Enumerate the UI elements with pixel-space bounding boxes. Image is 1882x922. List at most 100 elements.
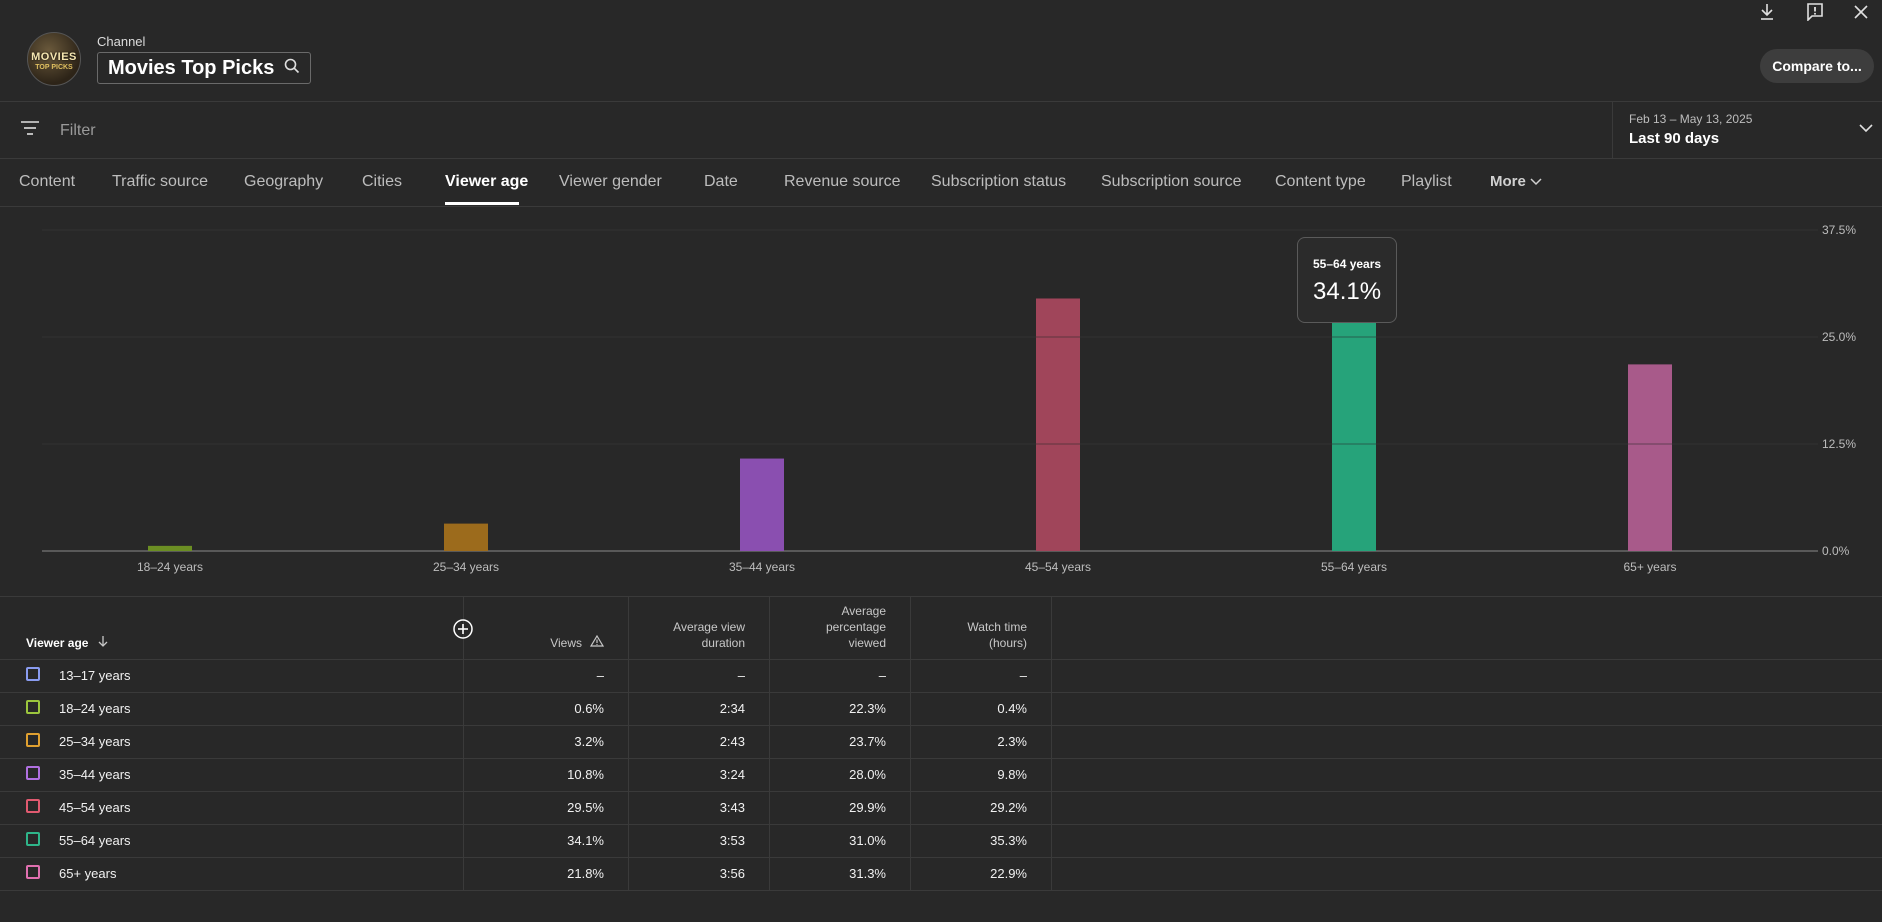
- tab-subscription-status[interactable]: Subscription status: [931, 173, 1067, 190]
- cell-views: –: [596, 668, 604, 683]
- active-tab-indicator: [445, 202, 519, 205]
- date-range-picker[interactable]: Feb 13 – May 13, 2025 Last 90 days: [1612, 102, 1882, 158]
- cell-pct: 23.7%: [849, 734, 886, 749]
- tab-content[interactable]: Content: [19, 173, 76, 190]
- row-checkbox[interactable]: [26, 733, 40, 747]
- header-line: viewed: [848, 636, 886, 650]
- cell-watch: 9.8%: [997, 767, 1027, 782]
- download-icon[interactable]: [1752, 0, 1782, 27]
- table-row[interactable]: 25–34 years 3.2% 2:43 23.7% 2.3%: [0, 725, 1882, 758]
- header-line: percentage: [825, 620, 886, 634]
- cell-pct: 28.0%: [849, 767, 886, 782]
- row-label: 25–34 years: [59, 734, 131, 749]
- column-header-avg-view-duration[interactable]: Average view duration: [628, 597, 769, 659]
- table-row[interactable]: 35–44 years 10.8% 3:24 28.0% 9.8%: [0, 758, 1882, 791]
- cell-views: 34.1%: [567, 833, 604, 848]
- column-divider: [628, 597, 629, 891]
- x-tick-label: 18–24 years: [137, 560, 203, 574]
- avatar-logo-sub: TOP PICKS: [35, 64, 73, 71]
- table-row[interactable]: 13–17 years – – – –: [0, 659, 1882, 692]
- x-tick-label: 55–64 years: [1321, 560, 1387, 574]
- cell-views: 0.6%: [574, 701, 604, 716]
- row-label: 13–17 years: [59, 668, 131, 683]
- cell-views: 3.2%: [574, 734, 604, 749]
- feedback-icon[interactable]: [1800, 0, 1830, 27]
- cell-pct: 31.3%: [849, 866, 886, 881]
- column-header-label: Viewer age: [26, 636, 89, 650]
- x-tick-label: 45–54 years: [1025, 560, 1091, 574]
- column-header-viewer-age[interactable]: Viewer age: [26, 597, 226, 659]
- column-header-avg-percentage-viewed[interactable]: Average percentage viewed: [769, 597, 910, 659]
- row-label: 45–54 years: [59, 800, 131, 815]
- bar[interactable]: [1036, 298, 1080, 551]
- channel-selector[interactable]: Movies Top Picks: [97, 52, 312, 84]
- bar[interactable]: [1628, 364, 1672, 551]
- cell-watch: 0.4%: [997, 701, 1027, 716]
- cell-views: 10.8%: [567, 767, 604, 782]
- table-row[interactable]: 45–54 years 29.5% 3:43 29.9% 29.2%: [0, 791, 1882, 824]
- row-checkbox[interactable]: [26, 832, 40, 846]
- cell-pct: 22.3%: [849, 701, 886, 716]
- cell-duration: –: [737, 668, 745, 683]
- column-header-watch-time[interactable]: Watch time (hours): [910, 597, 1051, 659]
- row-divider: [0, 725, 1882, 726]
- compare-button[interactable]: Compare to...: [1760, 49, 1874, 83]
- tab-viewer-age[interactable]: Viewer age: [445, 173, 529, 190]
- cell-duration: 3:43: [719, 800, 745, 815]
- y-tick-label: 0.0%: [1822, 544, 1850, 558]
- table-row[interactable]: 18–24 years 0.6% 2:34 22.3% 0.4%: [0, 692, 1882, 725]
- bar[interactable]: [740, 458, 784, 551]
- row-checkbox[interactable]: [26, 667, 40, 681]
- tab-revenue-source[interactable]: Revenue source: [784, 173, 901, 190]
- row-divider: [0, 758, 1882, 759]
- channel-avatar: MOVIES TOP PICKS: [27, 32, 81, 86]
- bar-chart-svg: 0.0% 12.5% 25.0% 37.5% 18–24 years 25–34 year…: [42, 223, 1856, 574]
- row-checkbox[interactable]: [26, 865, 40, 879]
- tab-playlist[interactable]: Playlist: [1401, 173, 1452, 190]
- close-icon[interactable]: [1846, 0, 1876, 27]
- column-divider: [463, 597, 464, 891]
- row-checkbox[interactable]: [26, 700, 40, 714]
- chevron-down-icon: [1530, 173, 1542, 190]
- tab-traffic-source[interactable]: Traffic source: [112, 173, 209, 190]
- column-divider: [769, 597, 770, 891]
- tab-geography[interactable]: Geography: [244, 173, 324, 190]
- channel-label: Channel: [97, 34, 146, 49]
- tab-more[interactable]: More: [1490, 173, 1542, 190]
- tab-date[interactable]: Date: [704, 173, 738, 190]
- header-line: Average view: [673, 620, 745, 634]
- tab-viewer-gender[interactable]: Viewer gender: [559, 173, 662, 190]
- header-divider: [0, 659, 1882, 660]
- cell-duration: 2:34: [719, 701, 745, 716]
- table-row[interactable]: 65+ years 21.8% 3:56 31.3% 22.9%: [0, 857, 1882, 890]
- filter-icon[interactable]: [20, 120, 40, 141]
- add-column-icon[interactable]: [453, 619, 473, 639]
- cell-watch: –: [1019, 668, 1027, 683]
- tab-subscription-source[interactable]: Subscription source: [1101, 173, 1242, 190]
- bar[interactable]: [444, 523, 488, 551]
- x-tick-label: 65+ years: [1623, 560, 1676, 574]
- row-checkbox[interactable]: [26, 766, 40, 780]
- cell-duration: 3:53: [719, 833, 745, 848]
- column-header-views[interactable]: Views: [464, 597, 628, 659]
- sort-arrow-icon[interactable]: [98, 635, 108, 651]
- row-checkbox[interactable]: [26, 799, 40, 813]
- tab-cities[interactable]: Cities: [362, 173, 403, 190]
- channel-name: Movies Top Picks: [108, 56, 275, 79]
- header-line: duration: [701, 636, 745, 650]
- tab-content-type[interactable]: Content type: [1275, 173, 1366, 190]
- avatar-logo-text: MOVIES: [31, 51, 77, 63]
- cell-pct: 29.9%: [849, 800, 886, 815]
- row-divider: [0, 791, 1882, 792]
- cell-watch: 29.2%: [990, 800, 1027, 815]
- column-divider: [1051, 597, 1052, 891]
- row-label: 65+ years: [59, 866, 117, 881]
- cell-duration: 2:43: [719, 734, 745, 749]
- warning-icon: [589, 634, 605, 651]
- search-icon[interactable]: [284, 57, 300, 80]
- table-row[interactable]: 55–64 years 34.1% 3:53 31.0% 35.3%: [0, 824, 1882, 857]
- filter-input[interactable]: [58, 118, 1602, 144]
- bar[interactable]: [148, 545, 192, 551]
- cell-duration: 3:56: [719, 866, 745, 881]
- header-line: Watch time: [967, 620, 1027, 634]
